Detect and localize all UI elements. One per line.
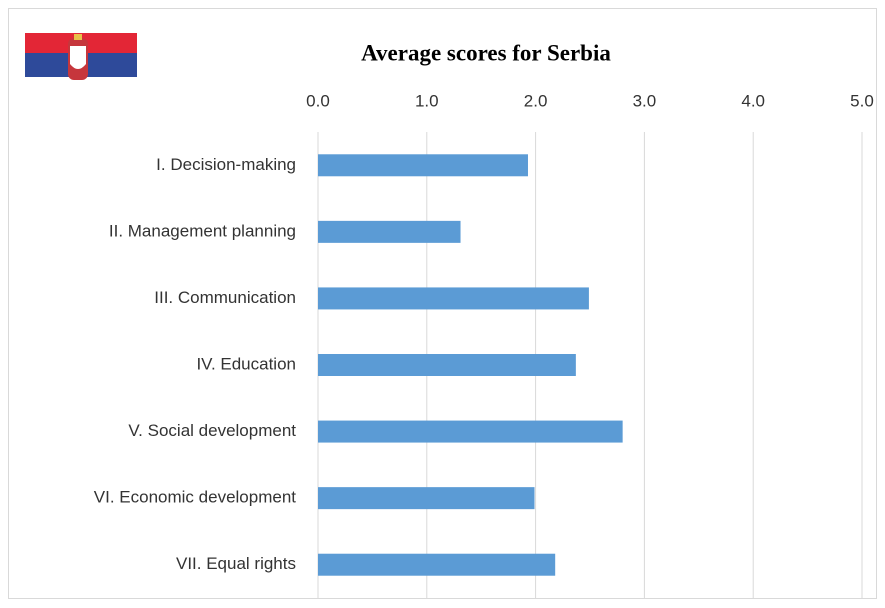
y-tick-label: II. Management planning <box>109 221 296 240</box>
y-tick-label: III. Communication <box>154 288 296 307</box>
bar <box>318 287 589 310</box>
bar <box>318 553 556 576</box>
flag <box>25 33 137 80</box>
bar <box>318 420 623 443</box>
bar <box>318 154 528 177</box>
chart-title: Average scores for Serbia <box>361 40 611 65</box>
x-tick-label: 1.0 <box>415 91 439 110</box>
x-tick-label: 3.0 <box>633 91 657 110</box>
bar <box>318 220 461 243</box>
bar <box>318 354 576 376</box>
y-tick-label: I. Decision-making <box>156 155 296 174</box>
y-tick-label: VI. Economic development <box>94 488 296 507</box>
y-tick-label: IV. Education <box>196 354 296 373</box>
x-tick-label: 4.0 <box>741 91 765 110</box>
y-tick-label: V. Social development <box>128 421 296 440</box>
bar <box>318 487 535 510</box>
x-tick-label: 0.0 <box>306 91 330 110</box>
x-tick-label: 5.0 <box>850 91 874 110</box>
x-tick-label: 2.0 <box>524 91 548 110</box>
y-tick-label: VII. Equal rights <box>176 554 296 573</box>
